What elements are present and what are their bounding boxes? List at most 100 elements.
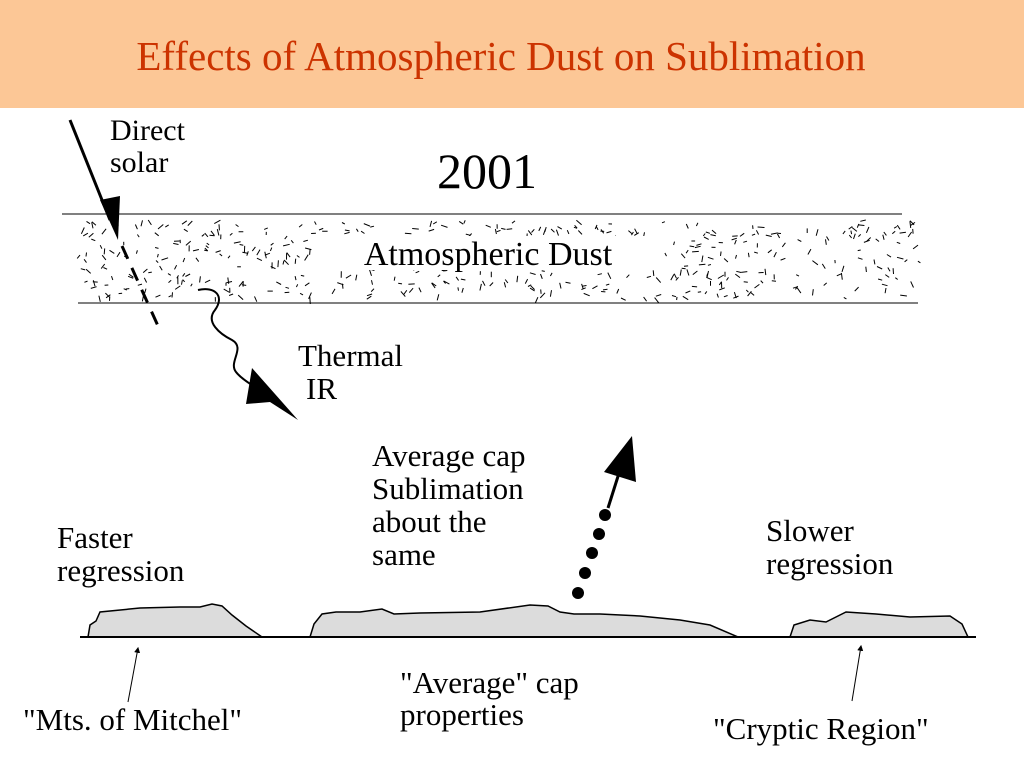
dust-speck (86, 220, 91, 225)
average-sublimation-label: Average cap Sublimation about the same (372, 438, 533, 572)
dust-speck (85, 268, 92, 274)
dust-speck (412, 228, 419, 230)
dust-speck (626, 274, 630, 279)
direct-solar-line-1: Direct (110, 114, 186, 147)
dust-speck (538, 226, 542, 232)
dust-speck (655, 294, 662, 297)
dust-speck (371, 280, 373, 285)
dust-speck (506, 228, 513, 230)
dust-speck (238, 281, 244, 287)
dust-speck (219, 253, 223, 257)
dust-speck (404, 232, 412, 235)
dust-speck (894, 277, 899, 280)
dust-speck (661, 221, 666, 224)
dust-speck (363, 223, 371, 227)
thermal-ir-wave (197, 288, 259, 391)
dust-speck (204, 232, 209, 238)
dust-speck (282, 243, 290, 247)
dust-speck (366, 293, 373, 297)
dust-speck (154, 247, 159, 249)
dust-speck (529, 272, 536, 275)
dust-speck (182, 273, 186, 277)
dust-speck (167, 273, 172, 276)
dust-speck (176, 275, 179, 279)
dust-speck (900, 294, 907, 297)
dust-speck (309, 297, 311, 305)
thermal-ir-line-2: IR (306, 371, 337, 406)
dust-speck (482, 280, 486, 286)
dust-speck (796, 287, 802, 294)
dust-speck (134, 224, 138, 230)
dust-speck (655, 277, 662, 283)
dust-speck (718, 281, 722, 286)
dust-speck (694, 245, 701, 249)
dust-speck (501, 227, 506, 230)
dust-speck (812, 289, 814, 296)
dust-speck (246, 251, 249, 256)
dust-speck (183, 228, 188, 233)
dust-speck (318, 227, 324, 231)
dust-speck (431, 282, 437, 287)
dust-speck (723, 295, 728, 298)
dust-speck (511, 220, 516, 224)
dust-speck (187, 220, 193, 226)
slower-regression-line-2: regression (766, 546, 894, 581)
dust-speck (883, 231, 887, 236)
dust-speck (91, 222, 94, 229)
dust-speck (216, 228, 220, 236)
dust-speck (105, 292, 111, 298)
dust-speck (185, 273, 191, 277)
dust-speck (76, 254, 81, 259)
dust-speck (692, 250, 699, 253)
dust-speck (465, 233, 471, 236)
dust-speck (531, 228, 535, 233)
dust-speck (620, 297, 626, 301)
dust-speck (295, 284, 299, 288)
dust-speck (681, 267, 686, 270)
dust-speck (276, 281, 282, 285)
dust-speck (698, 263, 706, 266)
dust-speck (284, 235, 288, 240)
dust-speck (496, 229, 501, 233)
dust-speck (190, 283, 193, 287)
dust-speck (103, 267, 108, 270)
dust-speck (204, 249, 208, 252)
dust-speck (91, 238, 96, 242)
dust-speck (299, 292, 304, 296)
dust-speck (703, 236, 709, 240)
dust-speck (494, 228, 497, 235)
dust-speck (711, 229, 717, 234)
dust-speck (360, 230, 365, 234)
dust-speck (893, 226, 898, 229)
dust-speck (836, 273, 842, 277)
dust-speck (524, 278, 529, 284)
dust-speck (767, 249, 773, 254)
thermal-ir-label: Thermal IR (298, 338, 411, 406)
dust-speck (549, 272, 553, 277)
direct-solar-ray (68, 119, 160, 327)
dust-speck (692, 270, 698, 275)
cap-average (308, 604, 739, 638)
dust-speck (702, 233, 706, 237)
year-label: 2001 (437, 143, 537, 199)
dust-speck (904, 259, 908, 263)
dust-speck (755, 230, 760, 235)
dust-speck (204, 279, 211, 284)
dust-speck (205, 245, 209, 249)
dust-speck (797, 239, 802, 242)
dust-speck (91, 221, 97, 226)
solar-ray-arrowhead (100, 196, 120, 240)
dust-speck (529, 287, 535, 292)
dust-speck (884, 288, 887, 294)
dust-speck (168, 279, 172, 283)
dust-speck (865, 226, 870, 233)
dust-speck (408, 287, 414, 293)
dust-speck (741, 271, 748, 273)
dust-speck (137, 283, 143, 286)
dust-speck (504, 279, 509, 284)
dust-speck (747, 290, 752, 297)
dust-speck (682, 295, 689, 301)
dust-speck (237, 294, 244, 300)
dust-speck (431, 282, 436, 289)
dust-speck (174, 264, 178, 270)
